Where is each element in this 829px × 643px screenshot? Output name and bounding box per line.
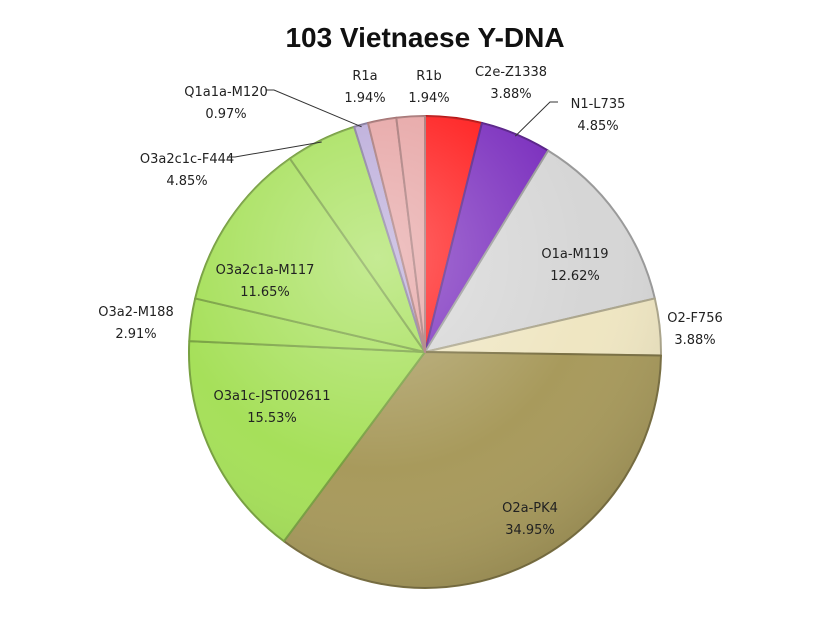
slice-percent-label: 34.95% (505, 523, 555, 538)
slice-percent-label: 0.97% (205, 107, 246, 122)
slice-percent-label: 3.88% (490, 87, 531, 102)
slice-percent-label: 15.53% (247, 411, 297, 426)
leader-line (514, 101, 558, 137)
slice-label: N1-L735 (571, 97, 626, 112)
slice-label: O1a-M119 (541, 247, 608, 262)
slice-label: R1b (416, 69, 442, 84)
slice-percent-label: 4.85% (166, 174, 207, 189)
slice-label: O2a-PK4 (502, 501, 558, 516)
slice-percent-label: 1.94% (344, 91, 385, 106)
slice-label: R1a (352, 69, 377, 84)
slice-label: Q1a1a-M120 (184, 85, 267, 100)
slice-label: O3a2c1c-F444 (140, 152, 234, 167)
slice-label: O3a2c1a-M117 (216, 263, 315, 278)
slice-percent-label: 2.91% (115, 327, 156, 342)
pie-slices (188, 115, 662, 589)
slice-percent-label: 11.65% (240, 285, 290, 300)
slice-label: O3a2-M188 (98, 305, 173, 320)
slice-percent-label: 4.85% (577, 119, 618, 134)
slice-label: C2e-Z1338 (475, 65, 547, 80)
slice-labels: C2e-Z1338 3.88% N1-L735 4.85% O1a-M119 12.62%… (98, 65, 722, 538)
slice-label: O3a1c-JST002611 (214, 389, 331, 404)
leader-line (266, 89, 362, 128)
slice-percent-label: 12.62% (550, 269, 600, 284)
chart-title: 103 Vietnaese Y-DNA (285, 22, 564, 53)
slice-percent-label: 3.88% (674, 333, 715, 348)
leader-lines (227, 89, 558, 158)
slice-label: O2-F756 (667, 311, 723, 326)
slice-percent-label: 1.94% (408, 91, 449, 106)
leader-line (227, 141, 322, 158)
